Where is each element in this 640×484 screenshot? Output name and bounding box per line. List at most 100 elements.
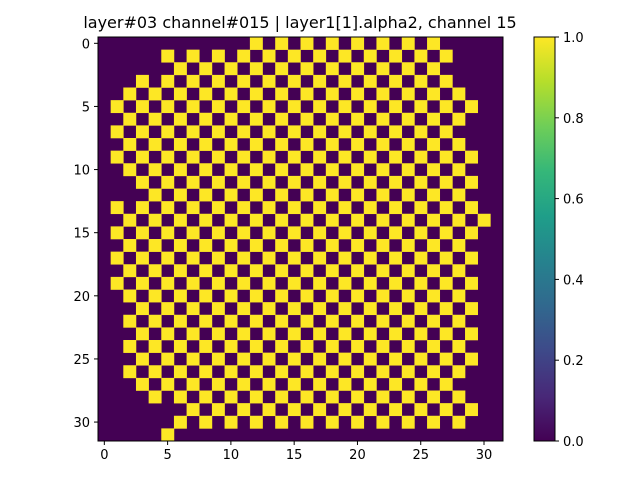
heatmap-cell [414,125,428,139]
heatmap-cell [237,49,251,63]
heatmap-cell [427,37,441,50]
heatmap-cell [427,415,441,429]
heatmap-cell [224,188,238,202]
heatmap-cell [439,150,453,164]
heatmap-cell [300,163,314,177]
heatmap-cell [199,365,213,379]
heatmap-cell [313,276,327,290]
heatmap-cell [452,213,466,227]
y-tick-label: 30 [73,416,90,431]
heatmap-cell [351,239,365,252]
heatmap-cell [161,201,175,215]
heatmap-cell [376,340,390,353]
heatmap-cell [173,87,187,101]
heatmap-cell [452,365,466,379]
heatmap-cell [465,327,478,341]
heatmap-cell [262,150,276,164]
heatmap-cell [452,289,466,303]
heatmap-cell [401,239,415,252]
heatmap-cell [439,201,453,215]
heatmap-cell [224,264,238,278]
heatmap-cell [376,112,390,126]
heatmap-cell [452,314,466,328]
heatmap-cell [427,112,441,126]
heatmap-cell [237,403,251,417]
heatmap-cell [211,150,225,164]
heatmap-cell [414,352,428,366]
heatmap-cell [123,112,137,126]
heatmap-cell [173,365,187,379]
heatmap-cell [211,251,225,265]
heatmap-cell [338,403,352,417]
heatmap-cell [123,87,137,101]
heatmap-cell [123,264,137,278]
heatmap-cell [363,226,377,240]
heatmap-cell [224,340,238,353]
heatmap-cell [389,377,403,391]
heatmap-cell [275,289,289,303]
heatmap-cell [325,289,339,303]
heatmap-cell [224,213,238,227]
heatmap-cell [199,390,213,404]
heatmap-cell [465,100,478,114]
heatmap-cell [173,264,187,278]
heatmap-cell [363,201,377,215]
heatmap-cell [123,340,137,353]
heatmap-cell [300,37,314,50]
heatmap-cell [401,213,415,227]
x-tick-label: 30 [476,448,493,463]
heatmap-cell [249,62,263,76]
heatmap-cell [186,226,200,240]
heatmap-cell [135,74,149,88]
heatmap-cell [211,175,225,189]
heatmap-cell [275,239,289,252]
heatmap-cell [237,327,251,341]
y-tick-label: 10 [73,164,90,179]
heatmap-cell [249,37,263,50]
heatmap-cell [186,276,200,290]
heatmap-cell [199,239,213,252]
heatmap-cell [465,403,478,417]
heatmap-cell [161,49,175,63]
heatmap-cell [376,415,390,429]
heatmap-cell [211,377,225,391]
heatmap-cell [123,163,137,177]
heatmap-cell [427,62,441,76]
heatmap-cell [148,87,162,101]
heatmap-cell [123,289,137,303]
heatmap-cell [351,390,365,404]
heatmap-cell [389,175,403,189]
heatmap-cell [275,163,289,177]
heatmap-cell [224,239,238,252]
heatmap-cell [275,62,289,76]
heatmap-cell [148,365,162,379]
heatmap-cell [173,138,187,151]
heatmap-cell [363,327,377,341]
heatmap-cell [363,276,377,290]
heatmap-cell [389,251,403,265]
heatmap-cell [224,415,238,429]
heatmap-cell [161,327,175,341]
heatmap-cell [262,251,276,265]
heatmap-cell [313,226,327,240]
heatmap-cell [135,175,149,189]
heatmap-cell [325,188,339,202]
x-tick-label: 15 [286,448,303,463]
heatmap-cell [237,377,251,391]
heatmap-cell [275,138,289,151]
x-tick-label: 5 [163,448,171,463]
heatmap-cell [452,163,466,177]
heatmap-cell [427,314,441,328]
heatmap-cell [313,150,327,164]
heatmap-cell [199,289,213,303]
heatmap-cell [262,377,276,391]
heatmap-cell [427,365,441,379]
heatmap-cell [465,226,478,240]
heatmap-cell [376,289,390,303]
heatmap-cell [135,327,149,341]
heatmap-cell [211,276,225,290]
heatmap-cell [401,188,415,202]
heatmap-cell [427,163,441,177]
heatmap-cell [148,138,162,151]
heatmap-cell [325,163,339,177]
